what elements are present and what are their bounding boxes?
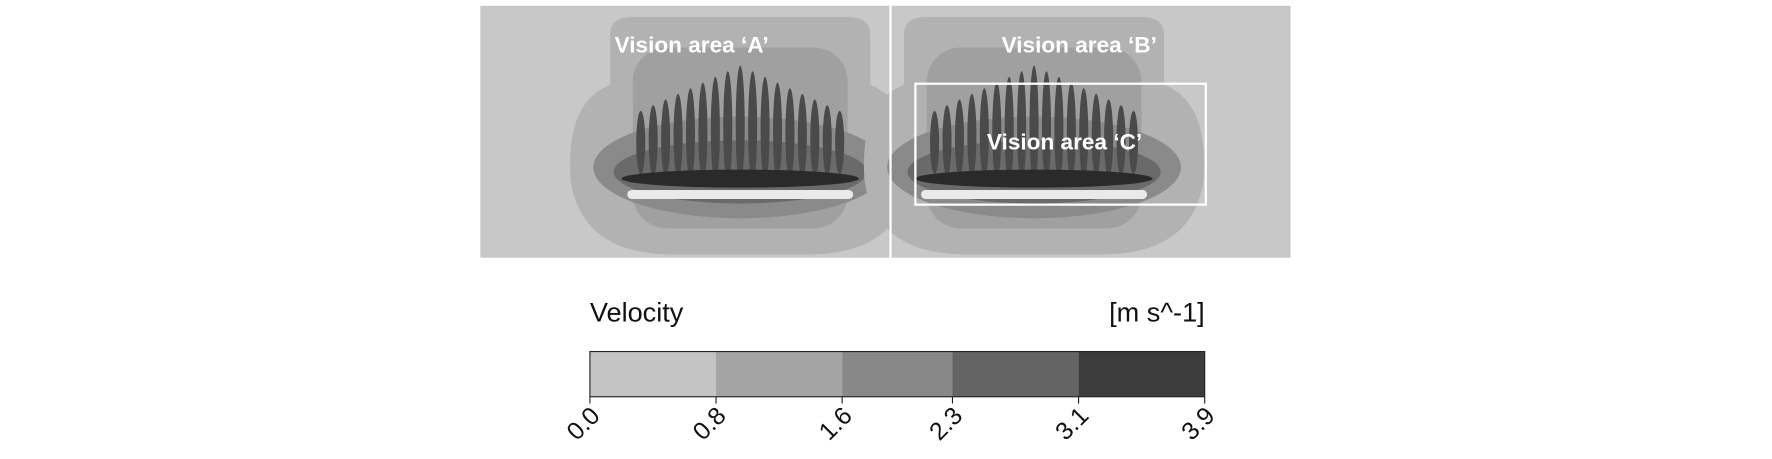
contour-finger bbox=[661, 99, 671, 177]
contour-finger bbox=[967, 93, 977, 178]
colorbar-tick-label: 3.9 bbox=[1176, 402, 1220, 446]
contour-finger bbox=[1004, 76, 1014, 181]
contour-finger bbox=[1128, 110, 1139, 175]
contour-finger bbox=[1041, 71, 1051, 183]
contour-finger bbox=[710, 76, 720, 181]
contour-finger bbox=[772, 82, 783, 180]
contour-finger bbox=[1017, 71, 1027, 183]
contour-finger bbox=[1091, 93, 1101, 178]
contour-finger bbox=[1029, 65, 1039, 184]
contour-finger bbox=[1116, 105, 1126, 176]
colorbar-tick-label: 0.0 bbox=[561, 402, 605, 446]
contour-band bbox=[621, 169, 859, 188]
contour-finger bbox=[698, 82, 708, 180]
colorbar-tick-label: 3.1 bbox=[1050, 402, 1094, 446]
colorbar-tick-label: 1.6 bbox=[814, 402, 858, 446]
contour-finger bbox=[992, 82, 1002, 180]
colorbar-title: Velocity bbox=[590, 296, 684, 327]
contour-finger bbox=[760, 76, 770, 181]
colorbar: 0.0 0.8 1.6 2.3 3.1 3.9 bbox=[561, 350, 1220, 446]
contour-finger bbox=[636, 110, 646, 175]
panel-label: Vision area ‘B’ bbox=[1002, 32, 1157, 57]
panel-label: Vision area ‘A’ bbox=[615, 32, 769, 57]
vision-area-c-box bbox=[914, 82, 1207, 206]
contour-bar bbox=[627, 189, 854, 199]
contour-finger bbox=[1079, 88, 1089, 179]
colorbar-unit: [m s^-1] bbox=[1109, 296, 1205, 327]
contour-finger bbox=[685, 88, 696, 179]
contour-finger bbox=[648, 105, 658, 176]
contour-finger bbox=[942, 105, 952, 176]
colorbar-segment bbox=[952, 351, 1079, 397]
contour-band bbox=[915, 169, 1153, 188]
contour-finger bbox=[1054, 76, 1064, 181]
contour-finger bbox=[1066, 82, 1076, 180]
contour-finger bbox=[810, 99, 820, 177]
colorbar-segment bbox=[589, 351, 717, 397]
contour-finger bbox=[835, 110, 845, 175]
contour-finger bbox=[822, 105, 832, 176]
velocity-contour bbox=[480, 5, 1291, 258]
panel-label: Vision area ‘C’ bbox=[987, 130, 1142, 155]
contour-finger bbox=[748, 71, 758, 183]
contour-finger bbox=[673, 93, 683, 178]
colorbar-frame bbox=[589, 350, 1206, 398]
contour-bar bbox=[921, 189, 1148, 199]
contour-finger bbox=[930, 110, 940, 175]
contour-finger bbox=[723, 71, 733, 183]
colorbar-tick-label: 0.8 bbox=[687, 402, 731, 446]
contour-finger bbox=[954, 99, 964, 177]
contour-finger bbox=[797, 93, 807, 178]
contour-finger bbox=[979, 88, 989, 179]
colorbar-segment bbox=[1078, 351, 1205, 397]
colorbar-segment bbox=[842, 351, 953, 397]
contour-finger bbox=[735, 65, 745, 184]
colorbar-segment bbox=[716, 351, 843, 397]
colorbar-tick-label: 2.3 bbox=[924, 402, 968, 446]
contour-finger bbox=[1104, 99, 1114, 177]
contour-finger bbox=[785, 88, 795, 179]
